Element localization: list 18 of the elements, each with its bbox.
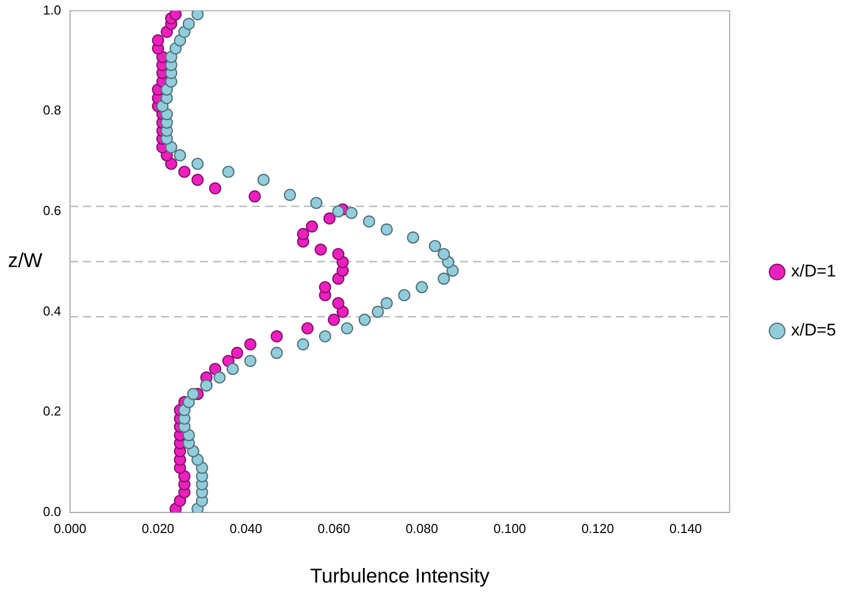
y-axis-title: z/W <box>8 250 43 272</box>
y-tick-label: 0.6 <box>42 203 62 218</box>
x-tick-label: 0.080 <box>406 520 438 536</box>
x-tick-label: 0.100 <box>493 520 526 536</box>
x-axis-title: Turbulence Intensity <box>310 566 490 588</box>
x-tick-label: 0.040 <box>230 520 262 536</box>
y-tick-label: 0.4 <box>42 303 62 318</box>
x-tick-label: 0.060 <box>318 520 350 536</box>
y-tick-label: 0.0 <box>42 504 62 519</box>
y-tick-label: 1.0 <box>42 2 62 18</box>
legend-label: x/D=5 <box>791 320 836 340</box>
x-tick-label: 0.000 <box>54 520 86 536</box>
x-tick-label: 0.120 <box>581 520 614 536</box>
x-tick-label: 0.140 <box>669 520 702 536</box>
y-tick-label: 0.2 <box>42 404 62 419</box>
y-tick-label: 0.8 <box>42 102 62 118</box>
x-tick-label: 0.020 <box>142 520 174 536</box>
legend-label: x/D=1 <box>791 262 836 281</box>
